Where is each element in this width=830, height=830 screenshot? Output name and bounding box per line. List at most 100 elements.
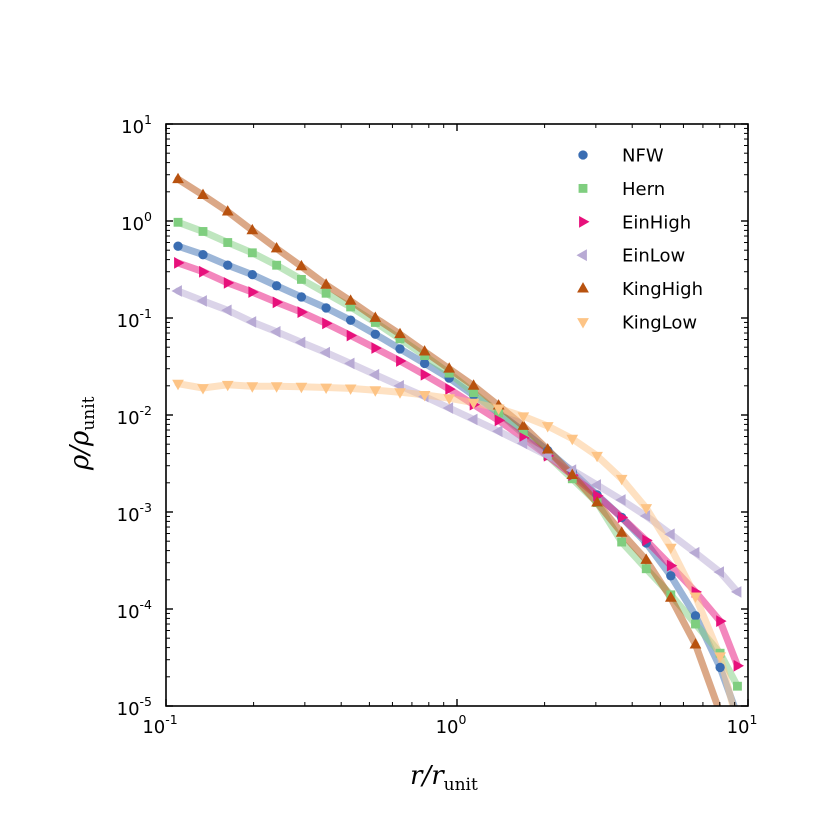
data-point (319, 346, 330, 359)
data-point (665, 543, 677, 555)
legend-label: Hern (622, 179, 665, 200)
data-point (296, 292, 307, 302)
data-point (173, 217, 183, 227)
y-tick-label: 10-5 (117, 694, 152, 720)
data-point (271, 281, 282, 291)
y-tick-label: 10-4 (117, 597, 152, 623)
data-point (640, 504, 653, 515)
x-tick-label: 10-1 (142, 712, 177, 738)
legend-marker (577, 318, 589, 329)
x-tick-label: 100 (436, 712, 467, 738)
data-point (518, 429, 528, 439)
x-axis-label-sub: unit (444, 775, 478, 795)
data-point (418, 391, 431, 402)
data-point (272, 260, 282, 270)
data-point (516, 437, 528, 450)
series-line-kinglow (174, 380, 737, 706)
data-point (617, 537, 627, 547)
data-point (344, 357, 355, 370)
y-tick-label: 100 (121, 209, 152, 235)
data-point (321, 303, 331, 313)
axis-tick-labels: 10-1 100 101 101 100 10-1 10-2 10-3 10-4 10-5 (117, 112, 758, 738)
data-point (368, 368, 380, 381)
y-tick-label: 10-3 (117, 500, 152, 526)
axis-ticks (165, 123, 749, 707)
data-point (247, 248, 257, 258)
data-point (713, 566, 724, 578)
data-point (321, 288, 331, 298)
data-point (247, 269, 258, 280)
legend-item-kinghigh: KingHigh (577, 279, 703, 300)
y-axis-label-main: ρ/ρ (65, 430, 95, 471)
data-point (221, 205, 234, 216)
data-point (419, 358, 430, 369)
data-point (420, 351, 430, 360)
data-point (199, 265, 210, 278)
data-point (246, 382, 259, 393)
data-point (689, 592, 702, 603)
data-point (370, 318, 380, 327)
x-axis-label-main: r/r (410, 761, 445, 791)
data-point (371, 342, 382, 354)
legend-label: EinLow (622, 246, 685, 267)
data-point (443, 394, 455, 405)
data-point (494, 414, 506, 427)
data-point (591, 451, 603, 463)
data-point (666, 571, 676, 581)
data-point (270, 326, 281, 338)
legend-marker (578, 183, 588, 193)
data-point (395, 344, 405, 354)
data-point (221, 304, 232, 317)
data-point (467, 398, 480, 410)
legend-label: KingHigh (622, 279, 703, 300)
data-point (270, 242, 283, 253)
data-point (591, 496, 603, 507)
data-point (322, 317, 333, 330)
data-point (666, 559, 678, 572)
data-point (197, 188, 209, 199)
data-point (467, 413, 478, 426)
data-point (320, 278, 332, 289)
data-point (223, 238, 233, 247)
data-point (198, 249, 208, 260)
data-point (689, 638, 702, 649)
data-point (245, 316, 257, 328)
data-point (394, 388, 406, 399)
legend-marker (576, 249, 587, 262)
data-point (733, 659, 744, 672)
data-point (346, 329, 358, 342)
y-axis-label: ρ/ρunit (65, 396, 99, 471)
data-point (640, 553, 653, 564)
legend-item-einhigh: EinHigh (579, 212, 691, 233)
legend-item-hern: Hern (578, 179, 665, 200)
data-point (492, 425, 503, 438)
data-point (690, 611, 701, 621)
data-point (346, 302, 356, 312)
series-markers (171, 172, 744, 691)
data-point (295, 382, 308, 394)
data-point (344, 294, 357, 305)
legend-label: KingLow (622, 313, 697, 334)
data-point (443, 362, 455, 373)
data-point (248, 286, 259, 298)
data-point (689, 546, 700, 559)
legend-item-kinglow: KingLow (577, 313, 697, 334)
data-point (171, 285, 182, 297)
data-point (369, 311, 382, 322)
x-axis-label: r/runit (410, 761, 478, 795)
data-point (733, 681, 742, 691)
data-point (344, 384, 357, 395)
data-point (615, 474, 628, 486)
data-point (173, 241, 183, 251)
data-point (639, 510, 651, 522)
legend-label: EinHigh (622, 212, 691, 233)
data-point (691, 619, 700, 629)
data-point (369, 386, 382, 397)
y-axis-label-sub: unit (79, 396, 99, 430)
data-point (541, 422, 554, 433)
data-point (469, 388, 478, 398)
data-point (172, 379, 184, 391)
legend-marker (578, 150, 588, 160)
data-point (320, 383, 332, 394)
